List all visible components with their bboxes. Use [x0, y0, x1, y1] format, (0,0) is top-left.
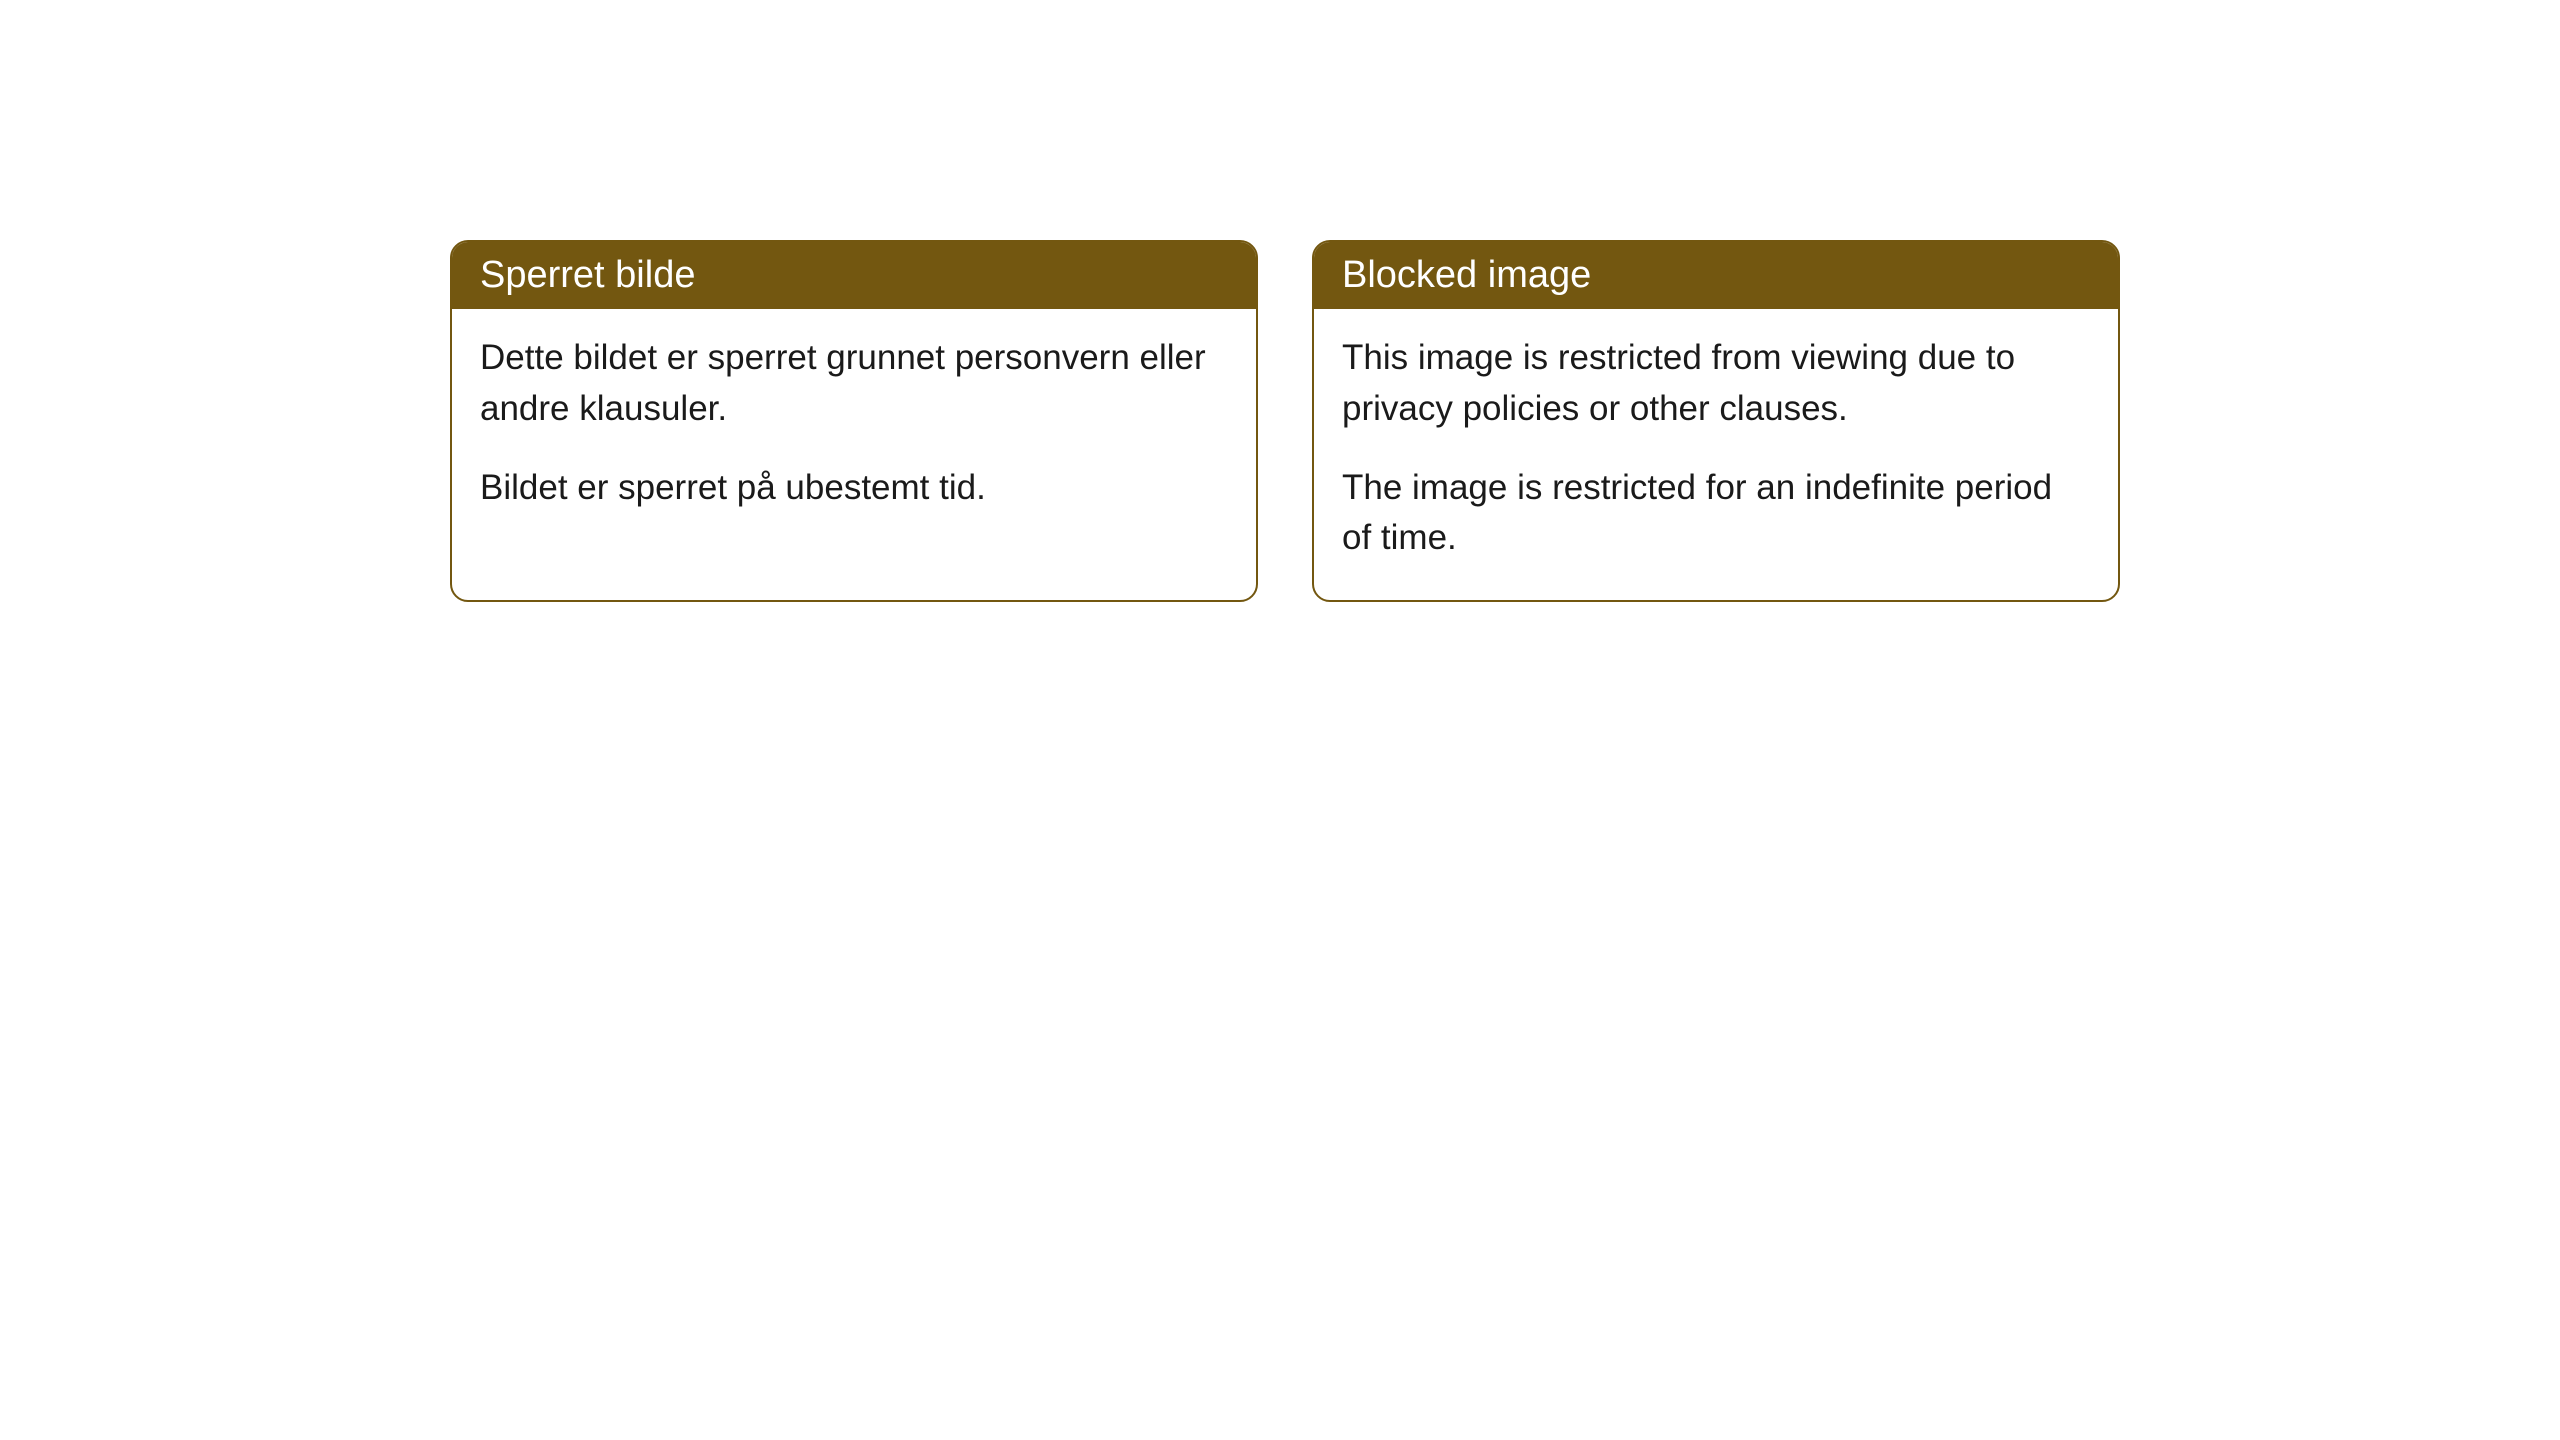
card-paragraph: Bildet er sperret på ubestemt tid.: [480, 463, 1228, 514]
notice-card-norwegian: Sperret bilde Dette bildet er sperret gr…: [450, 240, 1258, 602]
card-body: Dette bildet er sperret grunnet personve…: [452, 309, 1256, 549]
card-body: This image is restricted from viewing du…: [1314, 309, 2118, 600]
card-paragraph: Dette bildet er sperret grunnet personve…: [480, 333, 1228, 435]
card-header: Sperret bilde: [452, 242, 1256, 309]
card-title: Blocked image: [1342, 254, 1591, 296]
notice-card-english: Blocked image This image is restricted f…: [1312, 240, 2120, 602]
card-header: Blocked image: [1314, 242, 2118, 309]
card-paragraph: The image is restricted for an indefinit…: [1342, 463, 2090, 565]
notice-cards-container: Sperret bilde Dette bildet er sperret gr…: [450, 240, 2120, 602]
card-title: Sperret bilde: [480, 254, 695, 296]
card-paragraph: This image is restricted from viewing du…: [1342, 333, 2090, 435]
